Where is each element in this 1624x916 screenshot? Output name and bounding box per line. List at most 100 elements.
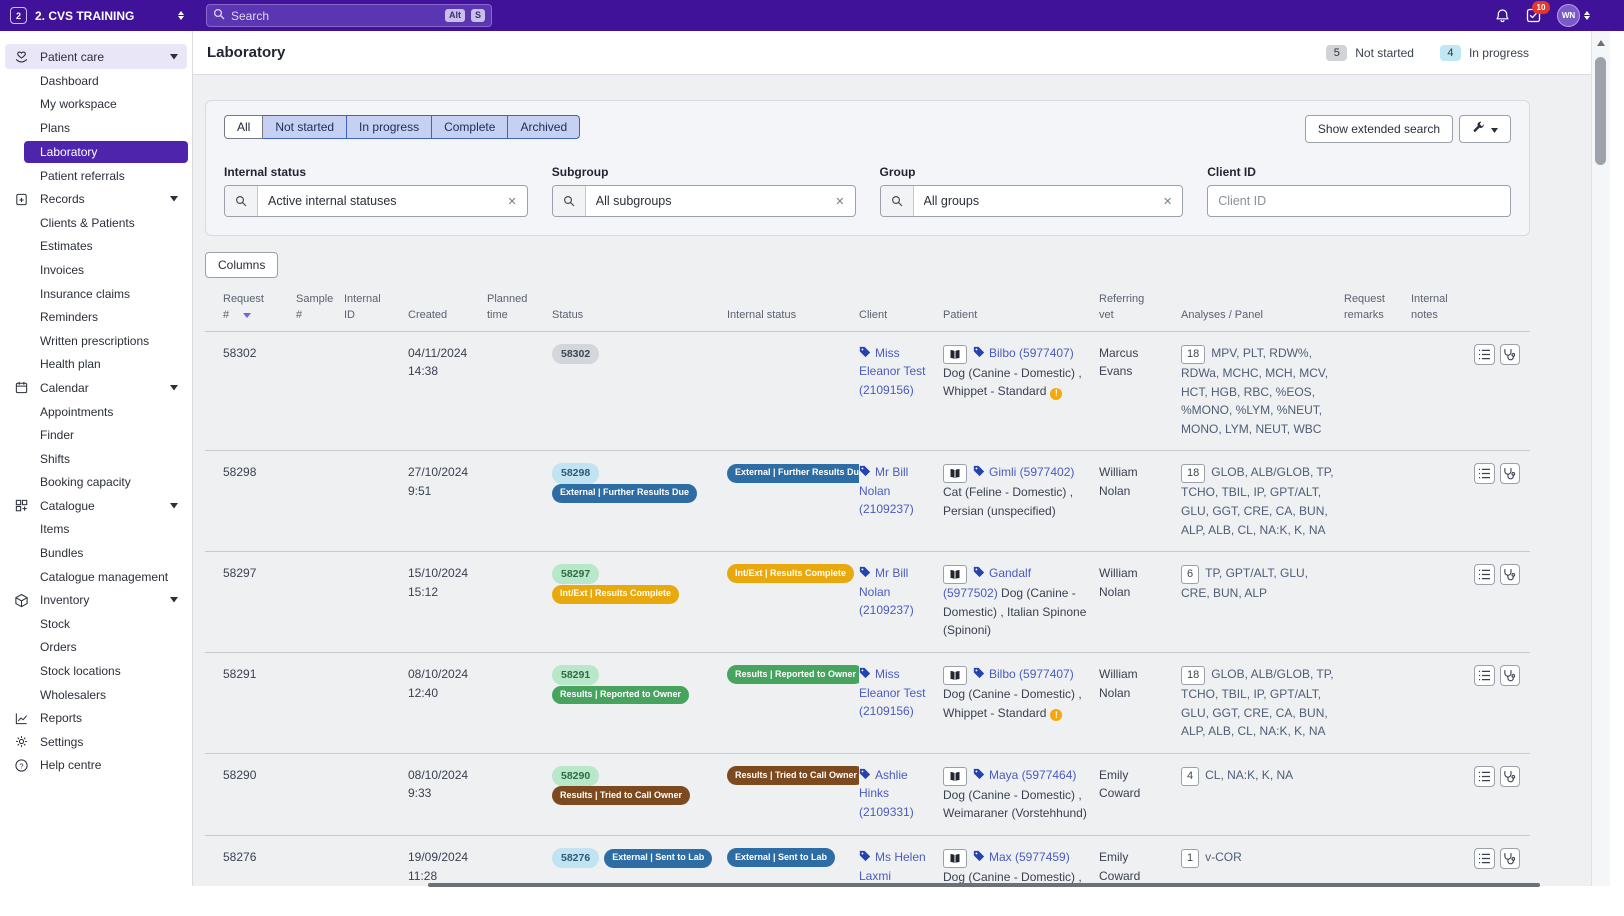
sidebar-item-booking-capacity[interactable]: Booking capacity (0, 471, 192, 495)
tab-complete[interactable]: Complete (431, 115, 509, 139)
subgroup-input[interactable] (585, 186, 826, 216)
sidebar-item-items[interactable]: Items (0, 518, 192, 542)
notifications-bell-icon[interactable] (1495, 8, 1510, 24)
patient-record-button[interactable] (943, 766, 967, 786)
sidebar-item-wholesalers[interactable]: Wholesalers (0, 683, 192, 707)
sidebar-item-patient-care[interactable]: Patient care (5, 44, 187, 69)
patient-record-button[interactable] (943, 665, 967, 685)
patient-link[interactable]: Bilbo (5977407) (973, 667, 1074, 681)
sidebar-item-finder[interactable]: Finder (0, 423, 192, 447)
sidebar-item-plans[interactable]: Plans (0, 116, 192, 140)
vertical-scrollbar[interactable] (1591, 31, 1610, 886)
global-search-input[interactable]: Search Alt S (206, 4, 492, 27)
sidebar-item-patient-referrals[interactable]: Patient referrals (0, 164, 192, 188)
patient-link[interactable]: Bilbo (5977407) (973, 346, 1074, 360)
column-header-[interactable]: Sample # (296, 293, 334, 321)
column-header-actions[interactable] (1474, 288, 1530, 331)
client-link[interactable]: Mr Bill Nolan (2109237) (859, 566, 914, 618)
sidebar-item-estimates[interactable]: Estimates (0, 235, 192, 259)
tab-not-started[interactable]: Not started (262, 115, 348, 139)
show-extended-search-button[interactable]: Show extended search (1304, 115, 1453, 143)
sidebar-item-settings[interactable]: Settings (0, 730, 192, 754)
scrollbar-thumb[interactable] (1595, 57, 1606, 165)
tab-all[interactable]: All (224, 115, 264, 139)
results-list-button[interactable] (1474, 847, 1495, 869)
results-list-button[interactable] (1474, 343, 1495, 365)
sidebar-item-clients-patients[interactable]: Clients & Patients (0, 211, 192, 235)
patient-record-button[interactable] (943, 464, 967, 484)
sidebar-item-appointments[interactable]: Appointments (0, 400, 192, 424)
client-link[interactable]: Miss Eleanor Test (2109156) (859, 345, 926, 398)
tasks-icon[interactable]: 10 (1526, 1, 1550, 23)
sidebar-item-stock-locations[interactable]: Stock locations (0, 659, 192, 683)
column-header-status[interactable]: Status (552, 308, 584, 321)
column-header-remarks[interactable]: Request remarks (1344, 293, 1385, 321)
sidebar-item-inventory[interactable]: Inventory (0, 588, 192, 612)
sidebar-item-written-prescriptions[interactable]: Written prescriptions (0, 329, 192, 353)
group-input[interactable] (913, 186, 1154, 216)
sidebar-item-reports[interactable]: Reports (0, 706, 192, 730)
client-link[interactable]: Ms Helen Laxmi (2109200) (859, 849, 926, 883)
column-header-vet[interactable]: Referring vet (1099, 293, 1145, 321)
column-header-patient[interactable]: Patient (943, 308, 978, 321)
sidebar-item-my-workspace[interactable]: My workspace (0, 93, 192, 117)
sidebar-item-help-centre[interactable]: ? Help centre (0, 754, 192, 778)
patient-link[interactable]: Maya (5977464) (973, 768, 1076, 782)
internal-status-input[interactable] (258, 186, 498, 216)
clear-icon[interactable]: ✕ (1163, 195, 1173, 208)
results-list-button[interactable] (1474, 664, 1495, 686)
column-header-id[interactable]: Internal ID (344, 293, 381, 321)
clinical-button[interactable] (1499, 847, 1520, 869)
sidebar-item-catalogue[interactable]: Catalogue (0, 494, 192, 518)
column-header-notes[interactable]: Internal notes (1411, 293, 1448, 321)
patient-record-button[interactable] (943, 848, 967, 868)
tab-archived[interactable]: Archived (507, 115, 581, 139)
clinical-button[interactable] (1499, 664, 1520, 686)
sidebar-item-dashboard[interactable]: Dashboard (0, 69, 192, 93)
sidebar-item-bundles[interactable]: Bundles (0, 541, 192, 565)
sidebar-item-shifts[interactable]: Shifts (0, 447, 192, 471)
client-id-input[interactable] (1208, 186, 1510, 216)
clinical-button[interactable] (1499, 343, 1520, 365)
sidebar-item-calendar[interactable]: Calendar (0, 376, 192, 400)
columns-button[interactable]: Columns (205, 252, 279, 278)
created-datetime: 08/10/2024 9:33 (408, 767, 469, 801)
patient-link[interactable]: Max (5977459) (973, 850, 1070, 864)
column-header-created[interactable]: Created (408, 308, 448, 321)
sidebar-item-catalogue-management[interactable]: Catalogue management (0, 565, 192, 589)
patient-record-button[interactable] (943, 344, 967, 364)
results-list-button[interactable] (1474, 564, 1495, 586)
sidebar-item-records[interactable]: Records (0, 187, 192, 211)
sidebar-item-orders[interactable]: Orders (0, 636, 192, 660)
sidebar-item-health-plan[interactable]: Health plan (0, 353, 192, 377)
sidebar-item-stock[interactable]: Stock (0, 612, 192, 636)
results-list-button[interactable] (1474, 765, 1495, 787)
patient-link[interactable]: Gimli (5977402) (973, 465, 1074, 479)
sidebar-item-insurance-claims[interactable]: Insurance claims (0, 282, 192, 306)
clinical-button[interactable] (1499, 564, 1520, 586)
sidebar-item-invoices[interactable]: Invoices (0, 258, 192, 282)
org-selector[interactable]: 2 2. CVS TRAINING (0, 7, 194, 24)
clinical-button[interactable] (1499, 463, 1520, 485)
clinical-button[interactable] (1499, 765, 1520, 787)
client-link[interactable]: Ashlie Hinks (2109331) (859, 767, 914, 819)
patient-link[interactable]: Gandalf (5977502) (943, 566, 1032, 601)
scroll-up-arrow-icon[interactable] (1597, 40, 1605, 46)
sidebar-item-reminders[interactable]: Reminders (0, 305, 192, 329)
user-menu[interactable]: WN (1557, 4, 1590, 27)
column-header-[interactable]: Request # (223, 293, 264, 321)
tab-in-progress[interactable]: In progress (346, 115, 433, 139)
horizontal-scrollbar-thumb[interactable] (428, 883, 1540, 887)
tools-dropdown-button[interactable] (1459, 115, 1511, 143)
sidebar-item-laboratory[interactable]: Laboratory (24, 140, 188, 163)
clear-icon[interactable]: ✕ (507, 195, 517, 208)
patient-record-button[interactable] (943, 565, 967, 585)
column-header-client[interactable]: Client (859, 308, 888, 321)
results-list-button[interactable] (1474, 463, 1495, 485)
column-header-internal-status[interactable]: Internal status (727, 308, 797, 321)
client-link[interactable]: Miss Eleanor Test (2109156) (859, 666, 926, 719)
clear-icon[interactable]: ✕ (835, 195, 845, 208)
client-link[interactable]: Mr Bill Nolan (2109237) (859, 465, 914, 517)
column-header-time[interactable]: Planned time (487, 293, 528, 321)
column-header-analyses-panel[interactable]: Analyses / Panel (1181, 308, 1263, 321)
